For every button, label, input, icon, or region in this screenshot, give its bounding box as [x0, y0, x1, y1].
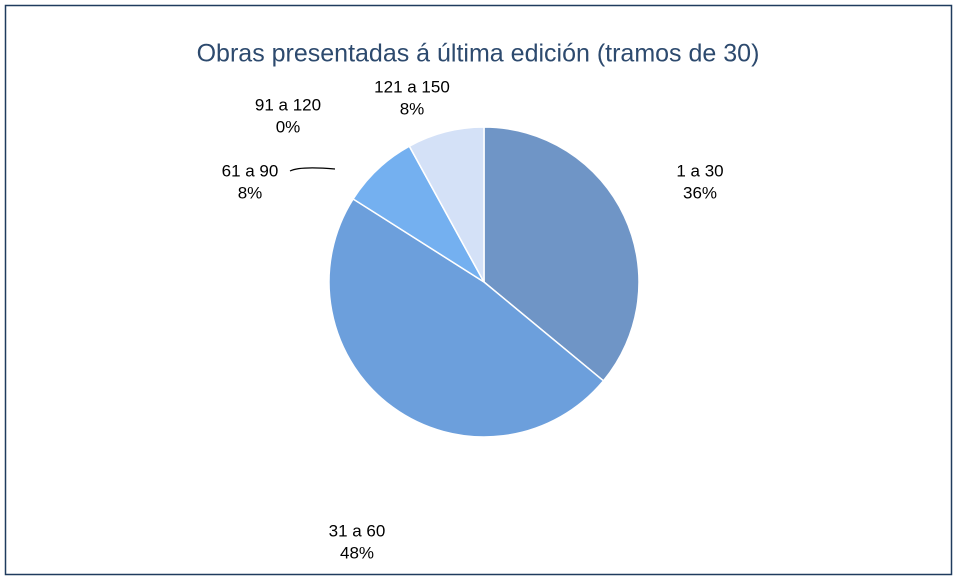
slice-label: 91 a 120 [255, 95, 321, 114]
chart-title: Obras presentadas á última edición (tram… [197, 40, 760, 68]
slice-label: 1 a 30 [676, 161, 723, 180]
pie-slice [483, 126, 640, 382]
slice-value-label: 8% [238, 183, 263, 202]
slice-label: 31 a 60 [329, 521, 386, 540]
slice-value-label: 36% [683, 183, 717, 202]
pie-slice [408, 126, 485, 283]
slice-label: 121 a 150 [374, 77, 450, 96]
slice-label: 61 a 90 [222, 161, 279, 180]
slice-value-label: 0% [276, 117, 301, 136]
slice-value-label: 48% [340, 543, 374, 562]
pie-slice [328, 197, 605, 438]
slice-value-label: 8% [400, 99, 425, 118]
leader-line [289, 167, 336, 172]
